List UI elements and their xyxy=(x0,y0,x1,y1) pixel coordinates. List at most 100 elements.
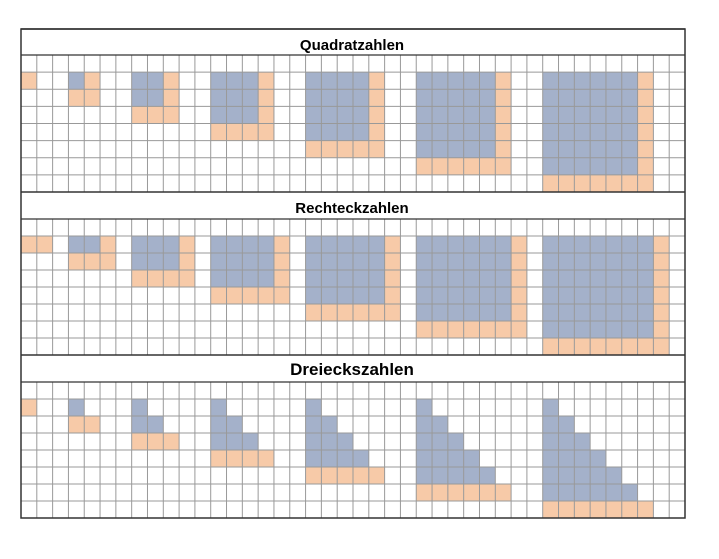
blue-cell xyxy=(495,287,512,304)
blue-cell xyxy=(432,253,448,270)
blue-cell xyxy=(416,399,433,416)
blue-cell xyxy=(353,236,369,253)
blue-cell xyxy=(353,106,369,124)
blue-cell xyxy=(337,89,353,107)
blue-cell xyxy=(447,123,464,141)
blue-cell xyxy=(447,89,464,107)
blue-cell xyxy=(605,106,622,124)
blue-cell xyxy=(210,270,227,287)
blue-cell xyxy=(479,270,496,287)
blue-cell xyxy=(590,140,606,158)
orange-cell xyxy=(495,106,512,124)
blue-cell xyxy=(84,236,101,253)
panel-quadratzahlen: Quadratzahlen xyxy=(20,28,686,193)
orange-cell xyxy=(179,236,195,253)
blue-cell xyxy=(353,270,369,287)
blue-cell xyxy=(242,433,259,450)
orange-cell xyxy=(21,72,37,90)
orange-cell xyxy=(258,72,274,90)
orange-cell xyxy=(432,484,448,501)
orange-cell xyxy=(68,416,85,433)
blue-cell xyxy=(463,304,480,321)
orange-cell xyxy=(84,89,101,107)
blue-cell xyxy=(416,106,433,124)
blue-cell xyxy=(590,321,606,338)
blue-cell xyxy=(416,450,433,467)
orange-cell xyxy=(337,467,353,484)
blue-cell xyxy=(226,89,243,107)
orange-cell xyxy=(68,253,85,270)
blue-cell xyxy=(605,484,622,501)
blue-cell xyxy=(479,89,496,107)
blue-cell xyxy=(542,450,559,467)
blue-cell xyxy=(131,399,148,416)
blue-cell xyxy=(447,106,464,124)
blue-cell xyxy=(321,450,338,467)
blue-cell xyxy=(447,467,464,484)
blue-cell xyxy=(590,450,606,467)
orange-cell xyxy=(273,236,290,253)
blue-cell xyxy=(542,106,559,124)
orange-cell xyxy=(353,304,369,321)
blue-cell xyxy=(590,236,606,253)
blue-cell xyxy=(337,450,353,467)
blue-cell xyxy=(637,287,654,304)
blue-cell xyxy=(305,253,322,270)
panel-title-rechteckzahlen: Rechteckzahlen xyxy=(295,200,408,217)
blue-cell xyxy=(463,236,480,253)
blue-cell xyxy=(416,416,433,433)
blue-cell xyxy=(495,253,512,270)
blue-cell xyxy=(558,123,575,141)
orange-cell xyxy=(305,467,322,484)
outer-frame xyxy=(20,28,686,519)
orange-cell xyxy=(258,123,274,141)
orange-cell xyxy=(637,89,654,107)
orange-cell xyxy=(637,338,654,355)
blue-cell xyxy=(321,106,338,124)
blue-cell xyxy=(68,399,85,416)
blue-cell xyxy=(542,253,559,270)
blue-cell xyxy=(605,157,622,175)
orange-cell xyxy=(147,106,164,124)
figure-cells-quadrat xyxy=(21,72,654,193)
blue-cell xyxy=(321,416,338,433)
blue-cell xyxy=(353,287,369,304)
blue-cell xyxy=(416,287,433,304)
blue-cell xyxy=(621,270,638,287)
orange-cell xyxy=(432,157,448,175)
orange-cell xyxy=(637,106,654,124)
blue-cell xyxy=(242,72,259,90)
orange-cell xyxy=(368,72,385,90)
blue-cell xyxy=(131,72,148,90)
blue-cell xyxy=(210,89,227,107)
blue-cell xyxy=(605,304,622,321)
orange-cell xyxy=(305,140,322,158)
blue-cell xyxy=(353,253,369,270)
orange-cell xyxy=(68,89,85,107)
blue-cell xyxy=(416,253,433,270)
blue-cell xyxy=(337,106,353,124)
orange-cell xyxy=(210,287,227,304)
blue-cell xyxy=(368,287,385,304)
blue-cell xyxy=(574,236,591,253)
orange-cell xyxy=(273,287,290,304)
orange-cell xyxy=(131,433,148,450)
orange-cell xyxy=(511,321,527,338)
blue-cell xyxy=(574,321,591,338)
blue-cell xyxy=(242,253,259,270)
blue-cell xyxy=(558,484,575,501)
blue-cell xyxy=(305,450,322,467)
blue-cell xyxy=(558,236,575,253)
orange-cell xyxy=(384,304,401,321)
orange-cell xyxy=(495,123,512,141)
blue-cell xyxy=(574,157,591,175)
orange-cell xyxy=(321,140,338,158)
blue-cell xyxy=(432,467,448,484)
orange-cell xyxy=(147,270,164,287)
orange-cell xyxy=(542,174,559,193)
blue-cell xyxy=(305,123,322,141)
orange-cell xyxy=(258,106,274,124)
blue-cell xyxy=(574,467,591,484)
orange-cell xyxy=(463,157,480,175)
